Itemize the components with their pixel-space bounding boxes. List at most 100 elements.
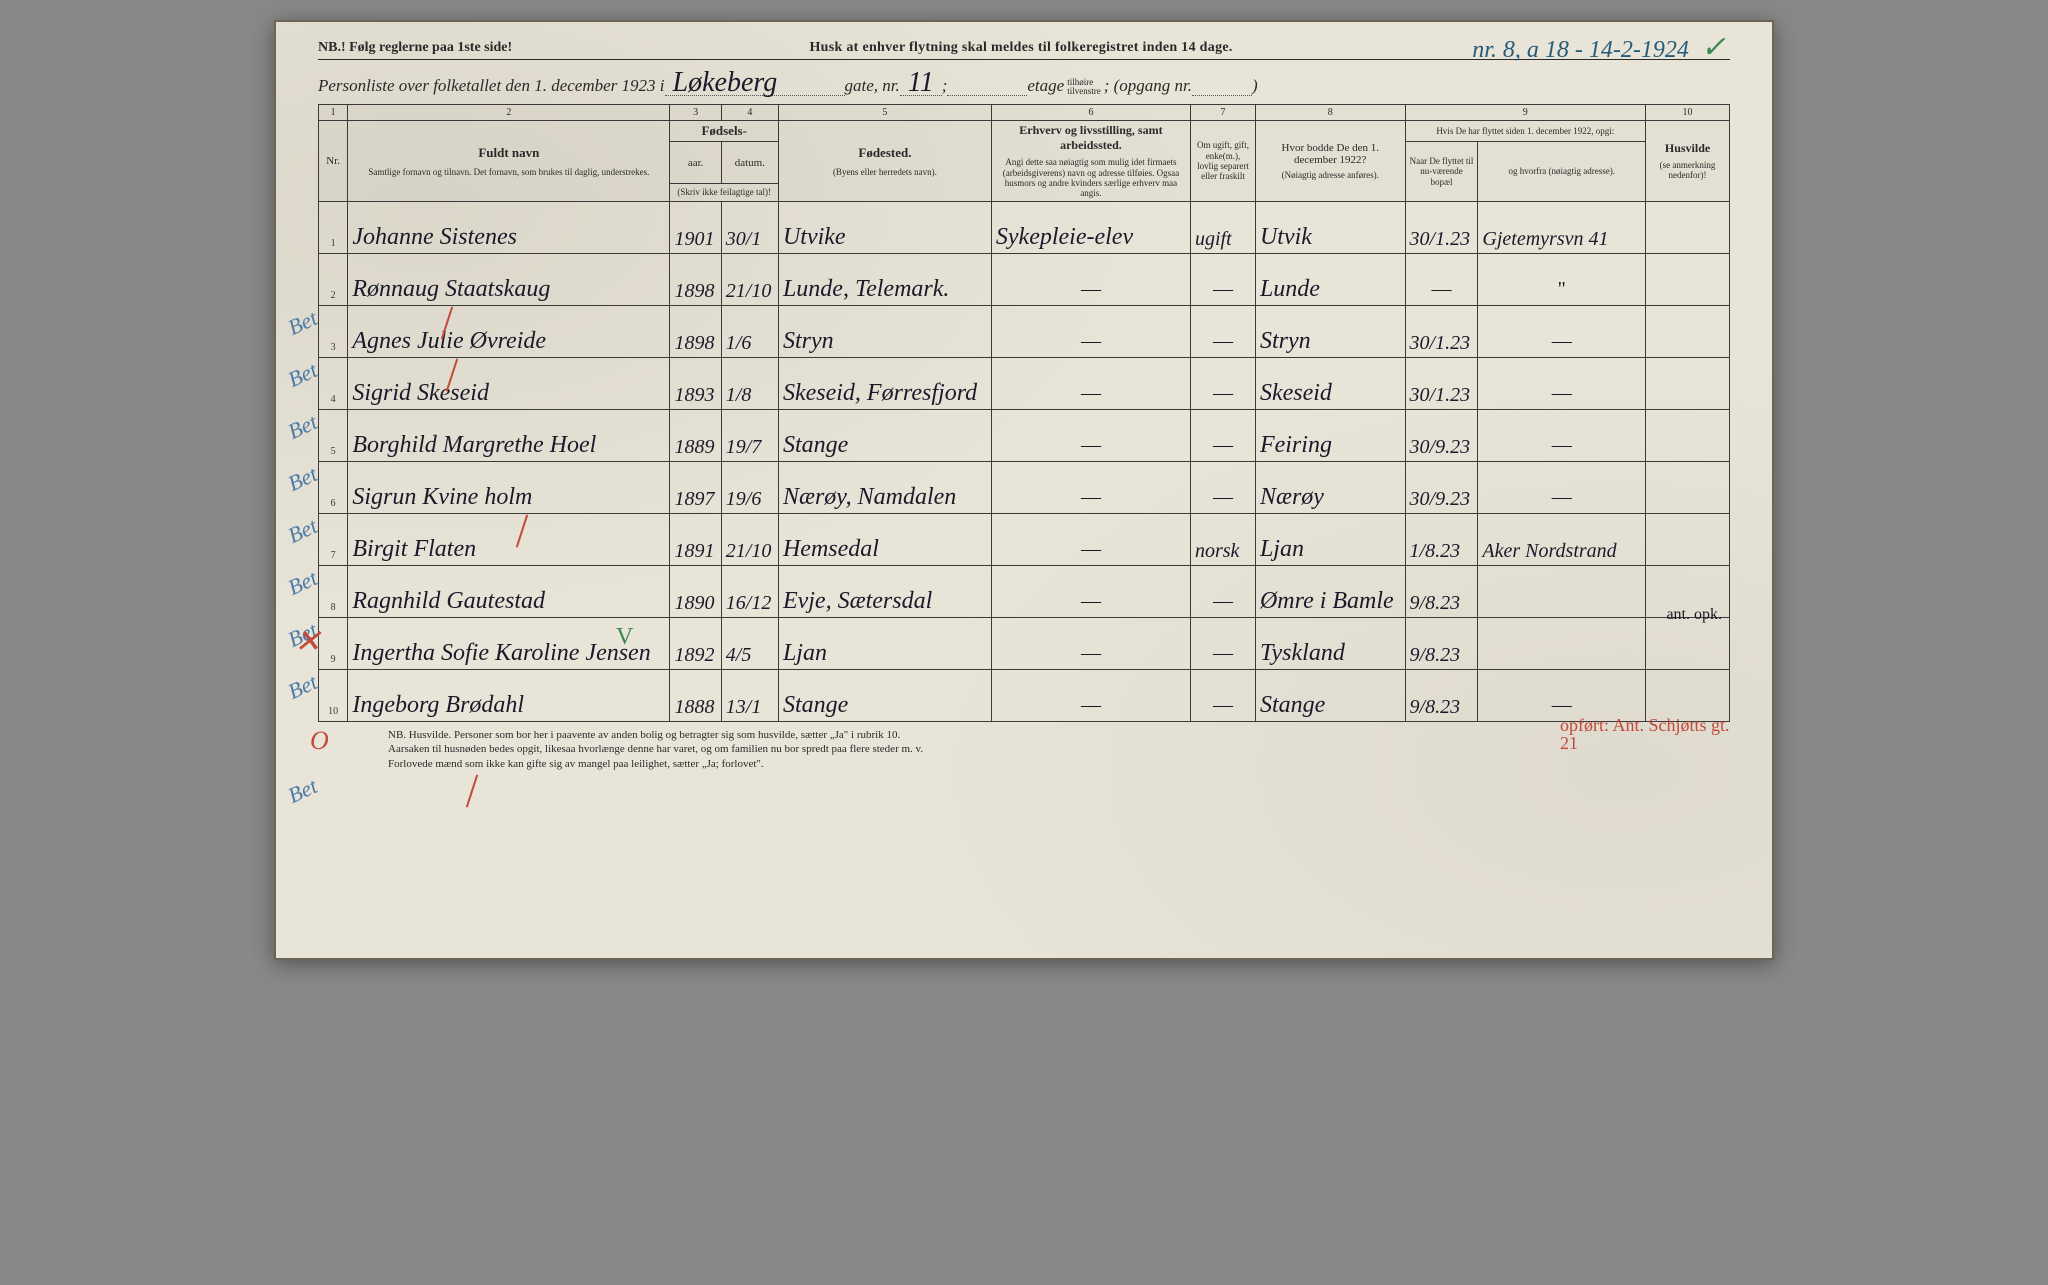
- cell-stand: —: [1190, 565, 1255, 617]
- cell-nr: 2: [319, 253, 348, 305]
- cell-bodde1922: Ljan: [1255, 513, 1405, 565]
- cell-erhverv: —: [991, 669, 1190, 721]
- etage-side-stack: tilhøire tilvenstre: [1067, 78, 1101, 96]
- cell-flyt_fra: Gjetemyrsvn 41: [1478, 201, 1646, 253]
- cell-flyt_fra: —: [1478, 461, 1646, 513]
- cell-bodde1922: Nærøy: [1255, 461, 1405, 513]
- cell-stand: ugift: [1190, 201, 1255, 253]
- cell-erhverv: —: [991, 409, 1190, 461]
- cell-erhverv: —: [991, 617, 1190, 669]
- cell-navn: Johanne Sistenes: [348, 201, 670, 253]
- cell-aar: 1891: [670, 513, 721, 565]
- cell-aar: 1889: [670, 409, 721, 461]
- cell-fsted: Stryn: [778, 305, 991, 357]
- street-name-fill: Løkeberg: [665, 70, 845, 96]
- gate-nr-fill: 11: [900, 70, 942, 96]
- cell-flyt_fra: —: [1478, 357, 1646, 409]
- margin-bet-6: Bet: [284, 565, 322, 601]
- table-row: 9Ingertha Sofie Karoline Jensen18924/5Lj…: [319, 617, 1730, 669]
- cell-dat: 21/10: [721, 253, 778, 305]
- cell-dat: 1/6: [721, 305, 778, 357]
- semicolon: ;: [942, 76, 948, 96]
- etage-fill: [947, 95, 1027, 96]
- opgang-label: ; (opgang nr.: [1104, 76, 1192, 96]
- cell-husvilde: [1646, 669, 1730, 721]
- cell-flyt_fra: [1478, 565, 1646, 617]
- cell-navn: Ragnhild Gautestad: [348, 565, 670, 617]
- colnum-8: 8: [1255, 105, 1405, 121]
- cell-husvilde: [1646, 253, 1730, 305]
- cell-bodde1922: Stryn: [1255, 305, 1405, 357]
- cell-fsted: Hemsedal: [778, 513, 991, 565]
- cell-flyt_dato: 1/8.23: [1405, 513, 1478, 565]
- cell-erhverv: —: [991, 565, 1190, 617]
- cell-aar: 1897: [670, 461, 721, 513]
- cell-stand: —: [1190, 253, 1255, 305]
- col-stand: Om ugift, gift, enke(m.), lovlig separer…: [1190, 121, 1255, 201]
- header-line-2: Personliste over folketallet den 1. dece…: [318, 60, 1730, 102]
- census-table: 1 2 3 4 5 6 7 8 9 10 Nr. Fuldt navn Samt…: [318, 104, 1730, 721]
- cell-flyt_dato: 30/1.23: [1405, 357, 1478, 409]
- cell-bodde1922: Lunde: [1255, 253, 1405, 305]
- footer-line-1: NB. Husvilde. Personer som bor her i paa…: [388, 728, 1730, 743]
- cell-husvilde: [1646, 513, 1730, 565]
- cell-flyt_dato: 30/9.23: [1405, 409, 1478, 461]
- colnum-1: 1: [319, 105, 348, 121]
- cell-erhverv: —: [991, 357, 1190, 409]
- corner-annotation: nr. 8, a 18 - 14-2-1924 ✓: [1472, 30, 1732, 65]
- col-erhverv: Erhverv og livsstilling, samt arbeidsste…: [991, 121, 1190, 201]
- cell-husvilde: [1646, 461, 1730, 513]
- cell-aar: 1888: [670, 669, 721, 721]
- cell-aar: 1890: [670, 565, 721, 617]
- cell-navn: Sigrid Skeseid: [348, 357, 670, 409]
- footer-line-2: Aarsaken til husnøden bedes opgit, likes…: [388, 742, 1730, 757]
- table-row: 8Ragnhild Gautestad189016/12Evje, Sæters…: [319, 565, 1730, 617]
- col-husvilde: Husvilde (se anmerkning nedenfor)!: [1646, 121, 1730, 201]
- footer-line-3: Forlovede mænd som ikke kan gifte sig av…: [388, 757, 1730, 772]
- cell-nr: 9: [319, 617, 348, 669]
- cell-dat: 16/12: [721, 565, 778, 617]
- cell-erhverv: —: [991, 461, 1190, 513]
- cell-flyt_fra: —: [1478, 305, 1646, 357]
- col-bodde: Hvor bodde De den 1. december 1922? (Nøi…: [1255, 121, 1405, 201]
- col-aar-sub: (Skriv ikke feilagtige tal)!: [670, 184, 779, 201]
- cell-nr: 8: [319, 565, 348, 617]
- colnum-6: 6: [991, 105, 1190, 121]
- table-body: 1Johanne Sistenes190130/1UtvikeSykepleie…: [319, 201, 1730, 721]
- cell-dat: 19/6: [721, 461, 778, 513]
- col-fodested: Fødested. (Byens eller herredets navn).: [778, 121, 991, 201]
- table-row: 6Sigrun Kvine holm189719/6Nærøy, Namdale…: [319, 461, 1730, 513]
- cell-dat: 1/8: [721, 357, 778, 409]
- cell-nr: 6: [319, 461, 348, 513]
- table-row: 3Agnes Julie Øvreide18981/6Stryn——Stryn3…: [319, 305, 1730, 357]
- cell-stand: —: [1190, 669, 1255, 721]
- colnum-10: 10: [1646, 105, 1730, 121]
- red-slash-10: [466, 775, 478, 808]
- check-icon: ✓: [1701, 31, 1726, 64]
- cell-fsted: Ljan: [778, 617, 991, 669]
- margin-bet-10: Bet: [284, 773, 322, 809]
- cell-aar: 1898: [670, 305, 721, 357]
- cell-aar: 1901: [670, 201, 721, 253]
- cell-flyt_fra: [1478, 617, 1646, 669]
- table-row: 5Borghild Margrethe Hoel188919/7Stange——…: [319, 409, 1730, 461]
- cell-erhverv: —: [991, 253, 1190, 305]
- margin-bet-1: Bet: [284, 305, 322, 341]
- cell-bodde1922: Stange: [1255, 669, 1405, 721]
- colnum-5: 5: [778, 105, 991, 121]
- cell-stand: —: [1190, 617, 1255, 669]
- husk-reminder: Husk at enhver flytning skal meldes til …: [809, 40, 1232, 56]
- cell-navn: Rønnaug Staatskaug: [348, 253, 670, 305]
- cell-flyt_dato: 9/8.23: [1405, 669, 1478, 721]
- cell-nr: 1: [319, 201, 348, 253]
- green-check-row7: V: [616, 624, 633, 651]
- cell-aar: 1892: [670, 617, 721, 669]
- cell-nr: 4: [319, 357, 348, 409]
- margin-red-o: O: [310, 726, 329, 756]
- margin-red-x: ✕: [294, 622, 321, 660]
- opgang-close: ): [1252, 76, 1258, 96]
- table-row: 7Birgit Flaten189121/10Hemsedal—norskLja…: [319, 513, 1730, 565]
- nb-warning: NB.! Følg reglerne paa 1ste side!: [318, 40, 512, 56]
- footer-note: NB. Husvilde. Personer som bor her i paa…: [318, 728, 1730, 773]
- colnum-3: 3: [670, 105, 721, 121]
